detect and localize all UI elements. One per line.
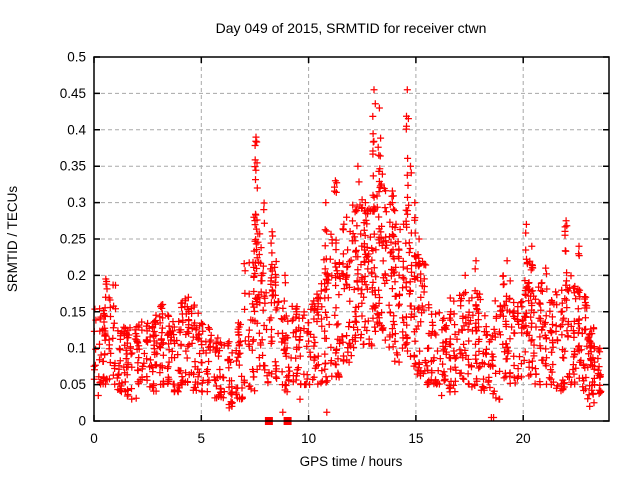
x-axis-title: GPS time / hours: [300, 454, 403, 469]
scatter-points: [90, 86, 605, 416]
x-tick-label: 20: [516, 431, 531, 446]
zero-plus-markers: [487, 414, 498, 421]
y-tick-label: 0.45: [60, 86, 86, 101]
y-tick-labels: 0 0.05 0.1 0.15 0.2 0.25 0.3 0.35 0.4 0.45 0.5: [60, 50, 87, 429]
x-tick-label: 0: [90, 431, 98, 446]
y-tick-label: 0.15: [60, 304, 86, 319]
y-tick-label: 0.4: [67, 122, 86, 137]
y-tick-label: 0.3: [67, 195, 86, 210]
y-tick-label: 0.35: [60, 159, 86, 174]
x-tick-labels: 0 5 10 15 20: [90, 431, 530, 446]
x-tick-label: 5: [198, 431, 206, 446]
y-tick-label: 0.5: [67, 50, 86, 65]
y-axis-title: SRMTID / TECUs: [5, 186, 20, 293]
chart-title: Day 049 of 2015, SRMTID for receiver ctw…: [216, 20, 487, 36]
x-tick-label: 10: [301, 431, 316, 446]
x-tick-label: 15: [408, 431, 423, 446]
y-tick-label: 0.1: [67, 341, 86, 356]
y-tick-label: 0.05: [60, 377, 86, 392]
y-tick-label: 0: [78, 414, 86, 429]
data-point-plus-markers: [90, 86, 605, 416]
y-tick-label: 0.2: [67, 268, 86, 283]
y-tick-label: 0.25: [60, 232, 86, 247]
zero-value-markers: [264, 414, 498, 425]
axis-ticks: [93, 56, 609, 422]
tick-marks: [93, 56, 609, 422]
